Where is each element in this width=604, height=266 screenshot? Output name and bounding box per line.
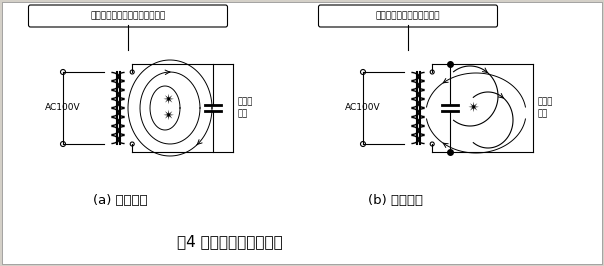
FancyBboxPatch shape xyxy=(28,5,228,27)
Text: ✴: ✴ xyxy=(467,101,479,115)
Text: (a) 坏的例子: (a) 坏的例子 xyxy=(92,193,147,206)
Text: ✴: ✴ xyxy=(162,93,174,107)
Text: 接负载
电路: 接负载 电路 xyxy=(238,98,253,118)
Text: AC100V: AC100V xyxy=(345,103,381,113)
FancyBboxPatch shape xyxy=(2,2,602,264)
Text: (b) 好的例子: (b) 好的例子 xyxy=(367,193,423,206)
Text: 电流流动路径通过滤波电容: 电流流动路径通过滤波电容 xyxy=(376,11,440,20)
Text: 接负载
电路: 接负载 电路 xyxy=(538,98,553,118)
Text: 图4 滤波电容的布线方法: 图4 滤波电容的布线方法 xyxy=(177,235,283,250)
FancyBboxPatch shape xyxy=(318,5,498,27)
Text: 电流的流动路径不通过滤波电容: 电流的流动路径不通过滤波电容 xyxy=(91,11,165,20)
Text: AC100V: AC100V xyxy=(45,103,81,113)
Text: ✴: ✴ xyxy=(162,109,174,123)
